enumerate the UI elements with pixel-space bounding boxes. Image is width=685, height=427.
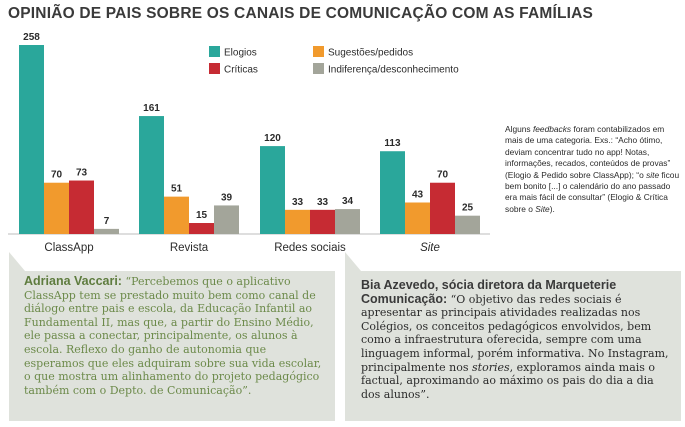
- quote-adriana: Adriana Vaccari: “Percebemos que o aplic…: [9, 271, 335, 421]
- note-em2: site: [646, 169, 660, 180]
- bar-sugestoes-1: [164, 196, 189, 234]
- note-part4: ).: [549, 203, 555, 214]
- quote2-pointer: [345, 252, 361, 271]
- bar-value-label: 161: [143, 103, 160, 114]
- category-label: ClassApp: [44, 242, 93, 254]
- legend-label-sugestoes: Sugestões/pedidos: [328, 48, 413, 59]
- bar-elogios-3: [380, 151, 405, 234]
- legend-label-elogios: Elogios: [224, 48, 257, 59]
- quote-adriana-name: Adriana Vaccari:: [24, 274, 122, 288]
- bar-sugestoes-0: [44, 182, 69, 234]
- bar-indiferenca-1: [214, 205, 239, 234]
- legend-swatch-indiferenca: [313, 63, 324, 74]
- note-part1: Alguns: [505, 124, 533, 134]
- note-part2: foram contabilizados em mais de uma cate…: [505, 124, 671, 180]
- bar-value-label: 25: [462, 203, 474, 214]
- bar-elogios-1: [139, 116, 164, 234]
- legend-label-indiferenca: Indiferença/desconhecimento: [328, 65, 459, 76]
- bar-chart: 258 70 73 7 ClassApp 161 51 15 39 Revista 120 33 33 3…: [8, 32, 490, 254]
- bar-indiferenca-3: [455, 215, 480, 234]
- bar-value-label: 70: [437, 170, 449, 181]
- bar-elogios-0: [19, 45, 44, 234]
- category-label: Redes sociais: [274, 242, 346, 254]
- bar-criticas-0: [69, 180, 94, 234]
- bar-criticas-1: [189, 223, 214, 234]
- bar-indiferenca-2: [335, 209, 360, 234]
- bar-value-label: 73: [76, 168, 88, 179]
- bar-elogios-2: [260, 146, 285, 234]
- bar-value-label: 51: [171, 184, 183, 195]
- page-title: OPINIÃO DE PAIS SOBRE OS CANAIS DE COMUN…: [8, 5, 594, 22]
- quote-bia-body-a: “O objetivo das redes sociais é apresent…: [361, 292, 669, 374]
- quote-bia-em: stories: [472, 360, 510, 374]
- bar-value-label: 43: [412, 190, 424, 201]
- bar-value-label: 15: [196, 210, 208, 221]
- quote-bia: Bia Azevedo, sócia diretora da Marqueter…: [345, 271, 681, 421]
- note-part3: ficou bem bonito [...] o calendário do a…: [505, 169, 680, 214]
- bar-value-label: 34: [342, 196, 354, 207]
- feedback-note: Alguns feedbacks foram contabilizados em…: [505, 124, 681, 215]
- bar-value-label: 120: [264, 133, 281, 144]
- quote1-pointer: [9, 252, 25, 271]
- bar-criticas-2: [310, 209, 335, 234]
- quote-bia-name: Bia Azevedo, sócia diretora da Marqueter…: [361, 278, 617, 306]
- quote-bia-body-b: , exploramos ainda mais o factual, aprox…: [361, 360, 656, 401]
- bar-criticas-3: [430, 182, 455, 234]
- bar-value-label: 33: [317, 197, 329, 208]
- legend-label-criticas: Críticas: [224, 65, 258, 76]
- note-em1: feedbacks: [532, 124, 572, 134]
- bar-value-label: 33: [292, 197, 304, 208]
- bar-value-label: 7: [104, 216, 110, 227]
- bar-sugestoes-2: [285, 209, 310, 234]
- bar-indiferenca-0: [94, 228, 119, 234]
- category-label: Site: [420, 242, 440, 254]
- bar-value-label: 258: [23, 32, 40, 43]
- bar-value-label: 39: [221, 192, 233, 203]
- note-em3: Site: [535, 203, 550, 214]
- legend-swatch-sugestoes: [313, 46, 324, 57]
- quote-adriana-text: Adriana Vaccari: “Percebemos que o aplic…: [24, 274, 325, 397]
- category-label: Revista: [170, 242, 209, 254]
- bar-value-label: 113: [384, 138, 401, 149]
- legend-swatch-elogios: [209, 46, 220, 57]
- bar-value-label: 70: [51, 170, 63, 181]
- bar-sugestoes-3: [405, 202, 430, 234]
- quote-bia-text: Bia Azevedo, sócia diretora da Marqueter…: [361, 278, 675, 401]
- legend-swatch-criticas: [209, 63, 220, 74]
- quote-adriana-body: “Percebemos que o aplicativo ClassApp te…: [24, 275, 322, 397]
